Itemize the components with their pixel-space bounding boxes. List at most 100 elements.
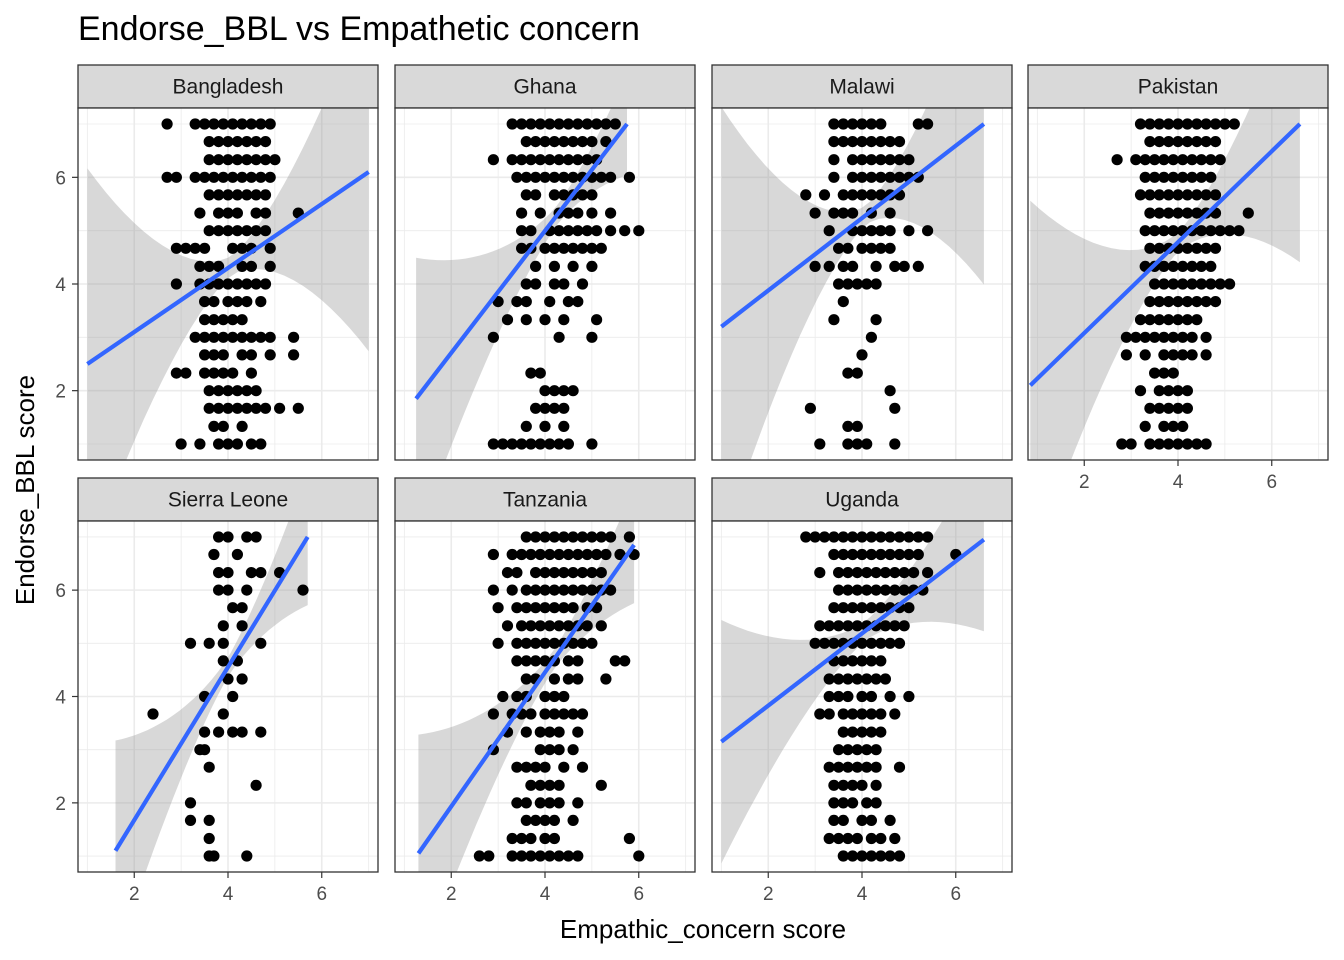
data-point	[1195, 260, 1207, 272]
data-point	[828, 548, 840, 561]
data-point	[180, 367, 192, 379]
data-point	[194, 438, 206, 450]
data-point	[245, 349, 257, 361]
data-point	[870, 260, 882, 272]
data-point	[1149, 331, 1161, 343]
x-tick-label: 6	[950, 884, 961, 905]
data-point	[847, 779, 859, 791]
data-point	[558, 761, 570, 773]
data-point	[833, 761, 845, 773]
data-point	[222, 402, 234, 414]
data-point	[520, 171, 532, 183]
fit-line	[720, 537, 986, 744]
data-point	[572, 655, 584, 667]
data-point	[856, 814, 868, 827]
data-point	[553, 620, 565, 632]
data-point	[842, 367, 854, 379]
data-point	[847, 548, 859, 561]
strip-bangladesh	[77, 64, 379, 109]
data-point	[586, 531, 598, 543]
data-point	[516, 207, 528, 219]
data-point	[1177, 420, 1189, 432]
data-point	[558, 136, 570, 148]
data-point	[884, 850, 896, 862]
data-point	[581, 225, 593, 237]
data-point	[1191, 242, 1203, 254]
data-point	[1134, 189, 1147, 201]
data-point	[208, 850, 220, 862]
data-point	[1130, 331, 1142, 343]
data-point	[1181, 118, 1193, 130]
data-point	[623, 531, 636, 543]
data-point	[241, 584, 253, 596]
data-point	[576, 708, 589, 720]
data-point	[530, 567, 542, 579]
data-point	[530, 655, 542, 667]
data-point	[828, 797, 840, 809]
data-point	[889, 567, 901, 579]
data-point	[222, 296, 234, 308]
x-tick-label: 2	[1079, 472, 1090, 493]
data-point	[245, 171, 257, 183]
data-point	[856, 154, 868, 166]
data-point	[856, 136, 868, 148]
strip-label: Sierra Leone	[168, 489, 288, 512]
data-point	[539, 637, 551, 649]
data-point	[558, 531, 570, 543]
data-point	[595, 242, 607, 254]
data-point	[576, 136, 589, 148]
data-point	[530, 402, 542, 414]
y-axis-title: Endorse_BBL score	[10, 375, 40, 605]
data-point	[1167, 349, 1179, 361]
data-point	[245, 367, 257, 379]
data-point	[567, 242, 579, 254]
data-point	[1167, 171, 1179, 183]
data-point	[884, 548, 896, 561]
data-point	[865, 136, 878, 148]
data-point	[1205, 278, 1217, 290]
data-point	[1167, 225, 1179, 237]
fit-line	[416, 543, 636, 855]
data-point	[856, 655, 868, 667]
data-point	[236, 602, 248, 614]
data-point	[553, 438, 565, 450]
strip-tanzania	[394, 477, 696, 522]
x-tick-label: 2	[446, 884, 457, 905]
data-point	[847, 189, 859, 201]
data-point	[217, 655, 229, 667]
data-point	[600, 548, 612, 561]
data-point	[506, 584, 518, 596]
strip-label: Pakistan	[1138, 76, 1219, 99]
data-point	[241, 296, 253, 308]
data-point	[562, 548, 575, 561]
data-point	[1111, 154, 1123, 166]
data-point	[572, 225, 584, 237]
data-point	[861, 797, 873, 809]
data-point	[875, 531, 887, 543]
data-point	[562, 673, 575, 685]
data-point	[586, 207, 598, 219]
data-point	[250, 225, 262, 237]
data-point	[1181, 242, 1193, 254]
x-tick-label: 2	[129, 884, 140, 905]
data-point	[203, 761, 215, 773]
data-point	[544, 620, 556, 632]
data-point	[520, 420, 532, 432]
data-point	[856, 637, 868, 649]
data-point	[534, 850, 546, 862]
data-point	[833, 673, 845, 685]
data-point	[605, 171, 617, 183]
data-point	[222, 673, 234, 685]
data-point	[600, 118, 612, 130]
data-point	[828, 314, 840, 326]
data-point	[558, 314, 570, 326]
data-point	[870, 314, 882, 326]
data-point	[633, 225, 645, 237]
data-point	[903, 690, 915, 703]
data-point	[487, 331, 499, 343]
data-point	[222, 567, 234, 579]
data-point	[525, 367, 537, 379]
data-point	[534, 438, 546, 450]
data-point	[231, 189, 243, 201]
strip-label: Ghana	[513, 76, 576, 99]
